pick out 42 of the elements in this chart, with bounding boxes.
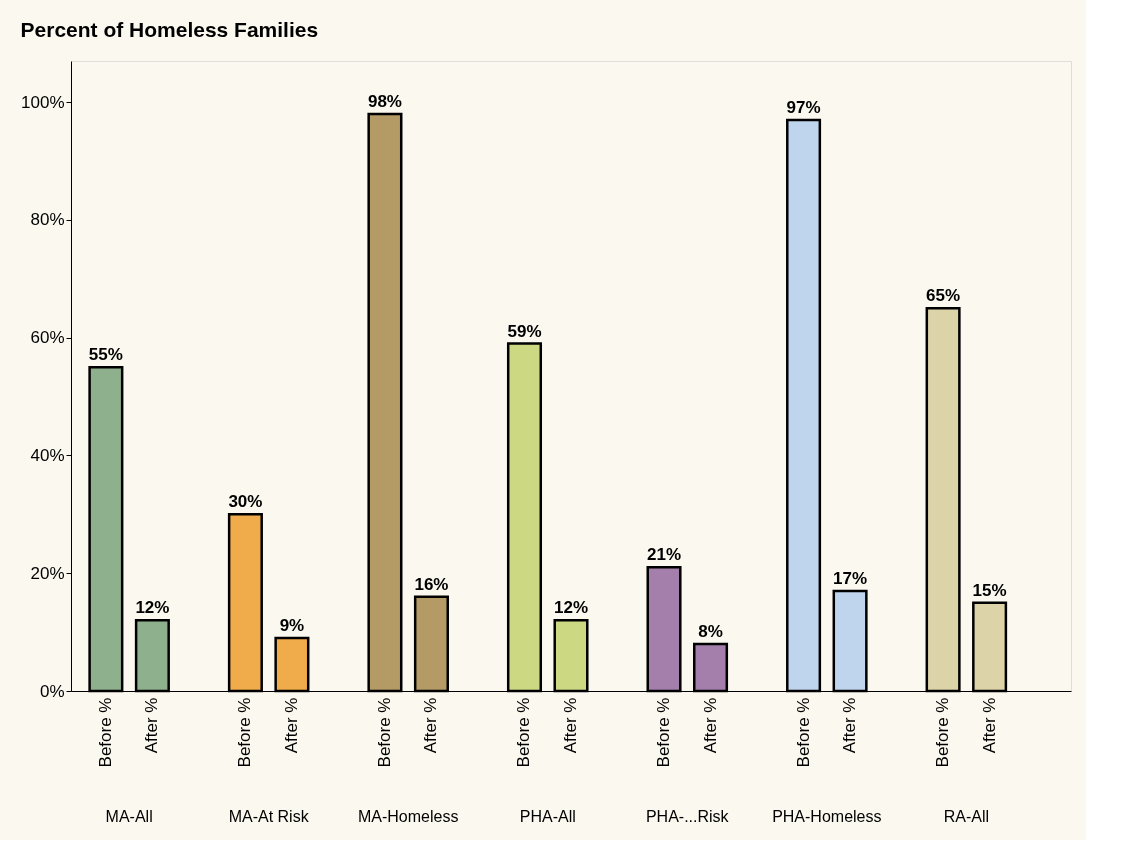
text: MA-Homeless (357, 808, 459, 825)
x-tick-label: After % (840, 697, 860, 754)
data-label: 30% (228, 492, 263, 512)
x-tick-label: Before % (654, 697, 674, 768)
data-label: 98% (367, 91, 402, 111)
x-tick-label: After % (142, 697, 162, 754)
data-label: 65% (926, 286, 961, 306)
y-tick-label: 60% (30, 328, 65, 348)
data-label: 21% (647, 545, 682, 565)
x-tick-label: Before % (514, 697, 534, 768)
data-label: 55% (88, 345, 123, 365)
data-label: 97% (786, 97, 821, 117)
x-tick-label: Before % (95, 697, 115, 768)
x-tick-label: After % (979, 697, 999, 754)
data-label: 59% (507, 321, 542, 341)
y-tick-label: 0% (39, 681, 65, 701)
x-tick-label: Before % (374, 697, 394, 768)
text: RA-All (943, 808, 990, 825)
text: PHA-Homeless (772, 808, 882, 825)
data-label: 17% (833, 568, 868, 588)
x-tick-label: After % (421, 697, 441, 754)
text: PHA-...Risk (645, 808, 730, 825)
text: PHA-All (519, 808, 576, 825)
y-tick-label: 40% (30, 445, 65, 465)
data-label: 16% (414, 574, 449, 594)
x-tick-label: Before % (933, 697, 953, 768)
x-tick-label: After % (561, 697, 580, 754)
x-tick-label: Before % (235, 697, 255, 768)
x-tick-label: Before % (793, 697, 813, 768)
x-tick-label: After % (700, 697, 720, 754)
data-label: 12% (135, 598, 170, 618)
y-tick-label: 100% (21, 92, 65, 112)
y-tick-label: 20% (30, 563, 65, 583)
x-tick-label: After % (281, 697, 301, 754)
y-tick-label: 80% (30, 210, 65, 230)
text: MA-All (105, 808, 153, 825)
data-label: 12% (553, 598, 589, 618)
chart-title: Percent of Homeless Families (20, 18, 319, 41)
data-label: 8% (698, 621, 723, 641)
data-label: 9% (279, 616, 305, 636)
data-label: 15% (972, 580, 1007, 600)
text: MA-At Risk (228, 808, 310, 825)
